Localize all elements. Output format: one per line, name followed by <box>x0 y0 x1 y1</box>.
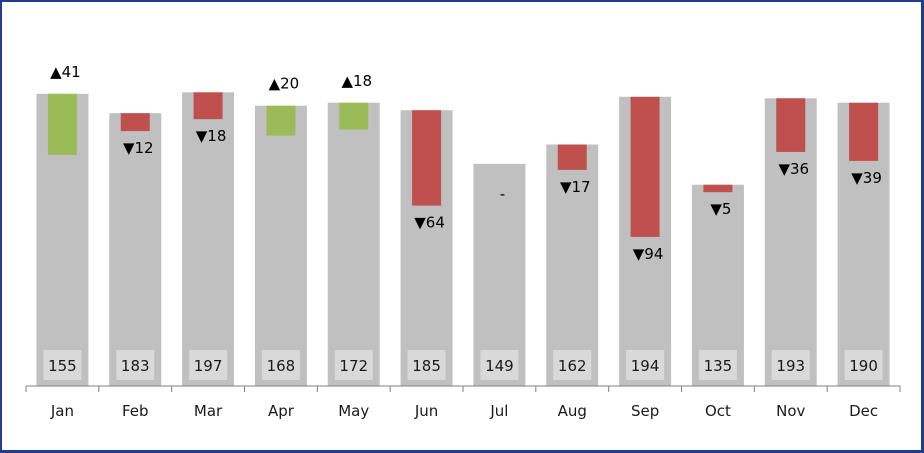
base-value-label: 168 <box>267 357 296 375</box>
x-tick-label: Dec <box>849 402 878 420</box>
base-label-box <box>407 350 446 380</box>
x-tick-label: Jan <box>50 402 74 420</box>
variance-bar-down <box>776 98 806 152</box>
base-value-label: 183 <box>121 357 150 375</box>
x-tick-label: Jun <box>414 402 438 420</box>
x-tick-label: May <box>338 402 369 420</box>
labels-layer: ▲41 155 ▼12 183 ▼18 197 ▲20 168 ▲18 172 ▼64 185 - 149… <box>43 63 883 380</box>
base-value-label: 194 <box>631 357 660 375</box>
variance-label: ▼36 <box>778 160 809 178</box>
x-tick-label: Apr <box>268 402 295 420</box>
base-value-label: 185 <box>412 357 441 375</box>
x-tick-label: Aug <box>558 402 587 420</box>
base-label-box <box>698 350 737 380</box>
base-bar <box>473 163 526 386</box>
base-label-box <box>844 350 883 380</box>
base-bar <box>254 105 307 387</box>
variance-bar-down <box>120 113 150 132</box>
base-value-label: 155 <box>48 357 77 375</box>
variance-bar-up <box>339 102 369 130</box>
base-bar <box>182 92 235 387</box>
variance-bar-down <box>193 92 223 120</box>
x-tick-label: Jul <box>489 402 508 420</box>
variance-label: ▼64 <box>414 214 445 232</box>
x-tick-label: Sep <box>631 402 659 420</box>
base-label-box <box>771 350 810 380</box>
variance-label: ▼5 <box>710 200 731 218</box>
base-value-label: 172 <box>339 357 368 375</box>
variance-label: - <box>500 185 505 203</box>
variance-bar-down <box>630 96 660 237</box>
variance-label: ▼39 <box>851 169 882 187</box>
variance-bar-down <box>412 110 442 206</box>
variance-bar-down <box>557 144 587 170</box>
base-value-label: 193 <box>776 357 805 375</box>
variance-bar-down <box>849 102 879 161</box>
base-bar <box>109 113 162 386</box>
variance-label: ▲18 <box>341 72 372 90</box>
base-label-box <box>261 350 300 380</box>
variance-label: ▼17 <box>560 178 591 196</box>
base-bar <box>546 144 599 386</box>
x-tick-label: Feb <box>122 402 149 420</box>
base-value-label: 197 <box>194 357 223 375</box>
base-label-box <box>189 350 228 380</box>
base-value-label: 162 <box>558 357 587 375</box>
variance-label: ▼18 <box>196 127 227 145</box>
x-tick-label: Nov <box>776 402 805 420</box>
base-label-box <box>553 350 592 380</box>
variance-bar-up <box>266 105 296 136</box>
x-tick-label: Mar <box>194 402 223 420</box>
base-value-label: 135 <box>704 357 733 375</box>
base-label-box <box>334 350 373 380</box>
variance-bar-up <box>47 93 77 155</box>
variance-label: ▼94 <box>633 245 664 263</box>
x-axis-ticks: Jan Feb Mar Apr May Jun Jul Aug Sep Oct Nov Dec <box>25 386 901 420</box>
bars-layer <box>36 92 890 387</box>
x-tick-label: Oct <box>705 402 731 420</box>
base-label-box <box>626 350 665 380</box>
base-label-box <box>116 350 155 380</box>
variance-label: ▲41 <box>50 63 81 81</box>
base-label-box <box>480 350 519 380</box>
variance-bar-down <box>703 184 733 193</box>
base-label-box <box>43 350 82 380</box>
base-value-label: 190 <box>849 357 878 375</box>
base-value-label: 149 <box>485 357 514 375</box>
variance-label: ▼12 <box>123 139 154 157</box>
variance-label: ▲20 <box>269 75 300 93</box>
base-bar <box>327 102 380 386</box>
